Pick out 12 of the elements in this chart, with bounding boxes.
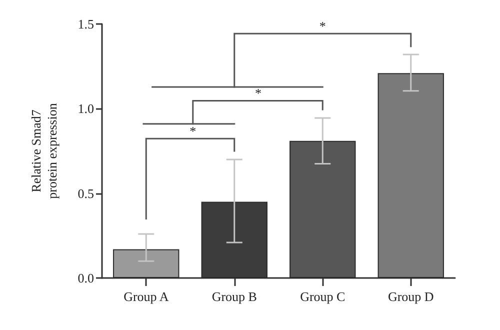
annotation: * xyxy=(319,18,326,34)
x-tick-label: Group B xyxy=(212,289,258,304)
y-tick-label: 1.5 xyxy=(78,16,94,32)
annotation: * xyxy=(190,124,196,139)
x-tick-label: Group D xyxy=(388,289,434,304)
y-tick-label: 1.0 xyxy=(78,101,94,116)
y-tick-label: 0.0 xyxy=(78,270,94,286)
x-tick-label: Group A xyxy=(124,289,170,304)
y-tick-label: 0.5 xyxy=(78,186,94,201)
annotation: * xyxy=(254,86,262,101)
x-tick-label: Group C xyxy=(300,289,346,304)
y-axis-title: Relative Smad7 protein expression xyxy=(28,102,60,199)
